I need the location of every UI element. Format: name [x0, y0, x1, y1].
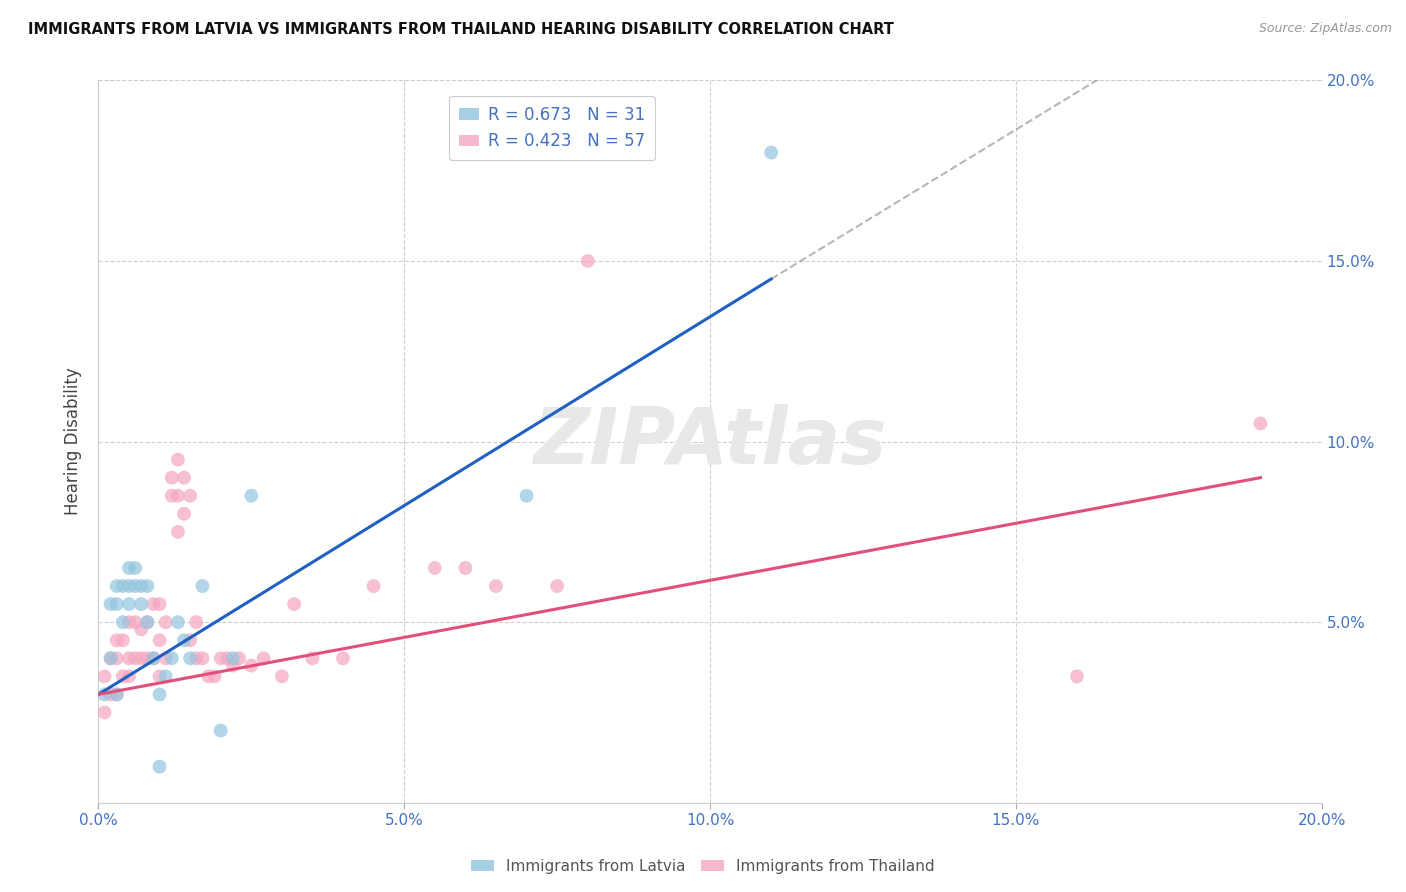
Point [179, 489, 201, 503]
Point [118, 651, 141, 665]
Point [100, 651, 122, 665]
Point [142, 651, 165, 665]
Point [118, 579, 141, 593]
Point [129, 579, 152, 593]
Legend: R = 0.673   N = 31, R = 0.423   N = 57: R = 0.673 N = 31, R = 0.423 N = 57 [450, 95, 655, 161]
Y-axis label: Hearing Disability: Hearing Disability [65, 368, 83, 516]
Point [118, 597, 141, 611]
Point [124, 561, 146, 575]
Point [215, 651, 238, 665]
Point [155, 615, 177, 630]
Point [136, 579, 159, 593]
Point [155, 651, 177, 665]
Point [173, 507, 195, 521]
Text: Source: ZipAtlas.com: Source: ZipAtlas.com [1258, 22, 1392, 36]
Point [142, 651, 165, 665]
Point [222, 658, 245, 673]
Point [546, 579, 568, 593]
Point [167, 489, 190, 503]
Point [301, 651, 323, 665]
Point [118, 615, 141, 630]
Point [142, 597, 165, 611]
Point [191, 651, 214, 665]
Point [100, 651, 122, 665]
Point [124, 579, 146, 593]
Point [111, 669, 134, 683]
Point [186, 651, 208, 665]
Point [129, 597, 152, 611]
Point [149, 669, 172, 683]
Point [516, 489, 538, 503]
Point [111, 579, 134, 593]
Point [105, 687, 128, 701]
Point [167, 615, 190, 630]
Point [118, 561, 141, 575]
Point [100, 687, 122, 701]
Point [105, 687, 128, 701]
Point [197, 669, 219, 683]
Point [93, 669, 115, 683]
Point [240, 489, 263, 503]
Point [179, 633, 201, 648]
Point [1249, 417, 1271, 431]
Point [485, 579, 508, 593]
Point [136, 651, 159, 665]
Point [252, 651, 274, 665]
Point [136, 615, 159, 630]
Point [167, 452, 190, 467]
Point [93, 687, 115, 701]
Point [173, 471, 195, 485]
Point [124, 615, 146, 630]
Point [759, 145, 782, 160]
Point [363, 579, 385, 593]
Point [228, 651, 250, 665]
Point [149, 760, 172, 774]
Point [204, 669, 226, 683]
Point [454, 561, 477, 575]
Point [118, 669, 141, 683]
Point [283, 597, 305, 611]
Point [93, 706, 115, 720]
Point [149, 597, 172, 611]
Point [222, 651, 245, 665]
Point [160, 651, 183, 665]
Point [332, 651, 354, 665]
Point [105, 651, 128, 665]
Point [149, 633, 172, 648]
Point [240, 658, 263, 673]
Point [124, 651, 146, 665]
Point [191, 579, 214, 593]
Point [105, 633, 128, 648]
Text: IMMIGRANTS FROM LATVIA VS IMMIGRANTS FROM THAILAND HEARING DISABILITY CORRELATIO: IMMIGRANTS FROM LATVIA VS IMMIGRANTS FRO… [28, 22, 894, 37]
Point [576, 254, 599, 268]
Point [149, 687, 172, 701]
Point [173, 633, 195, 648]
Point [160, 489, 183, 503]
Text: ZIPAtlas: ZIPAtlas [533, 403, 887, 480]
Point [111, 615, 134, 630]
Point [160, 471, 183, 485]
Legend: Immigrants from Latvia, Immigrants from Thailand: Immigrants from Latvia, Immigrants from … [465, 853, 941, 880]
Point [270, 669, 292, 683]
Point [423, 561, 446, 575]
Point [209, 723, 232, 738]
Point [179, 651, 201, 665]
Point [209, 651, 232, 665]
Point [167, 524, 190, 539]
Point [129, 623, 152, 637]
Point [105, 579, 128, 593]
Point [155, 669, 177, 683]
Point [111, 633, 134, 648]
Point [136, 615, 159, 630]
Point [100, 597, 122, 611]
Point [186, 615, 208, 630]
Point [1066, 669, 1088, 683]
Point [105, 597, 128, 611]
Point [129, 651, 152, 665]
